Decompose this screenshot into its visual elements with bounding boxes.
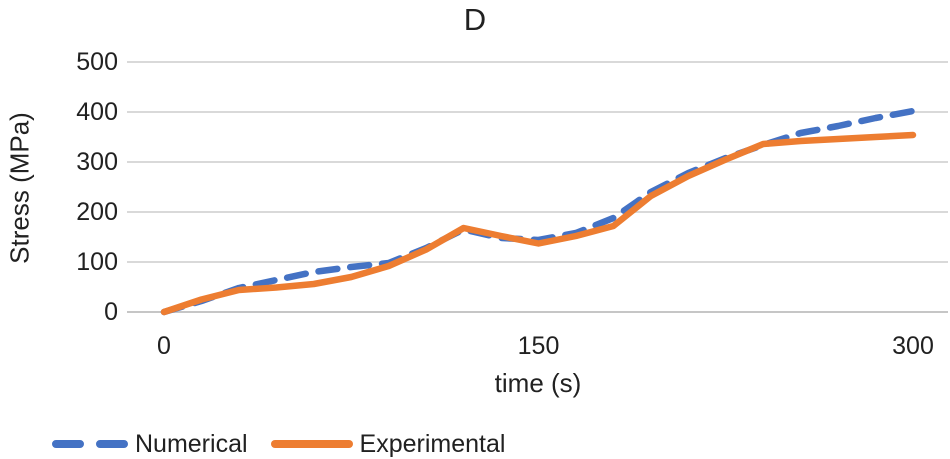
- series-line-numerical: [160, 107, 917, 316]
- numerical-dashed-line-swatch: [52, 440, 128, 448]
- legend-item-experimental: Experimental: [270, 430, 506, 458]
- legend: Numerical Experimental: [51, 431, 505, 457]
- x-tick-label: 150: [517, 332, 560, 360]
- y-tick-label: 0: [104, 298, 118, 326]
- experimental-solid-line-swatch: [270, 440, 353, 448]
- legend-item-numerical: Numerical: [51, 431, 248, 457]
- y-tick-label: 500: [76, 48, 118, 76]
- x-tick-label: 0: [157, 332, 171, 360]
- legend-label-experimental: Experimental: [359, 430, 506, 458]
- series-line-experimental: [160, 131, 917, 316]
- x-tick-label: 300: [892, 332, 934, 360]
- y-tick-label: 100: [76, 248, 118, 276]
- plot-area: [127, 61, 948, 316]
- x-axis-title: time (s): [494, 368, 582, 398]
- chart-title: D: [463, 2, 487, 37]
- legend-label-numerical: Numerical: [135, 430, 248, 458]
- y-tick-label: 400: [76, 98, 118, 126]
- y-tick-label: 200: [76, 198, 118, 226]
- y-tick-label: 300: [76, 148, 118, 176]
